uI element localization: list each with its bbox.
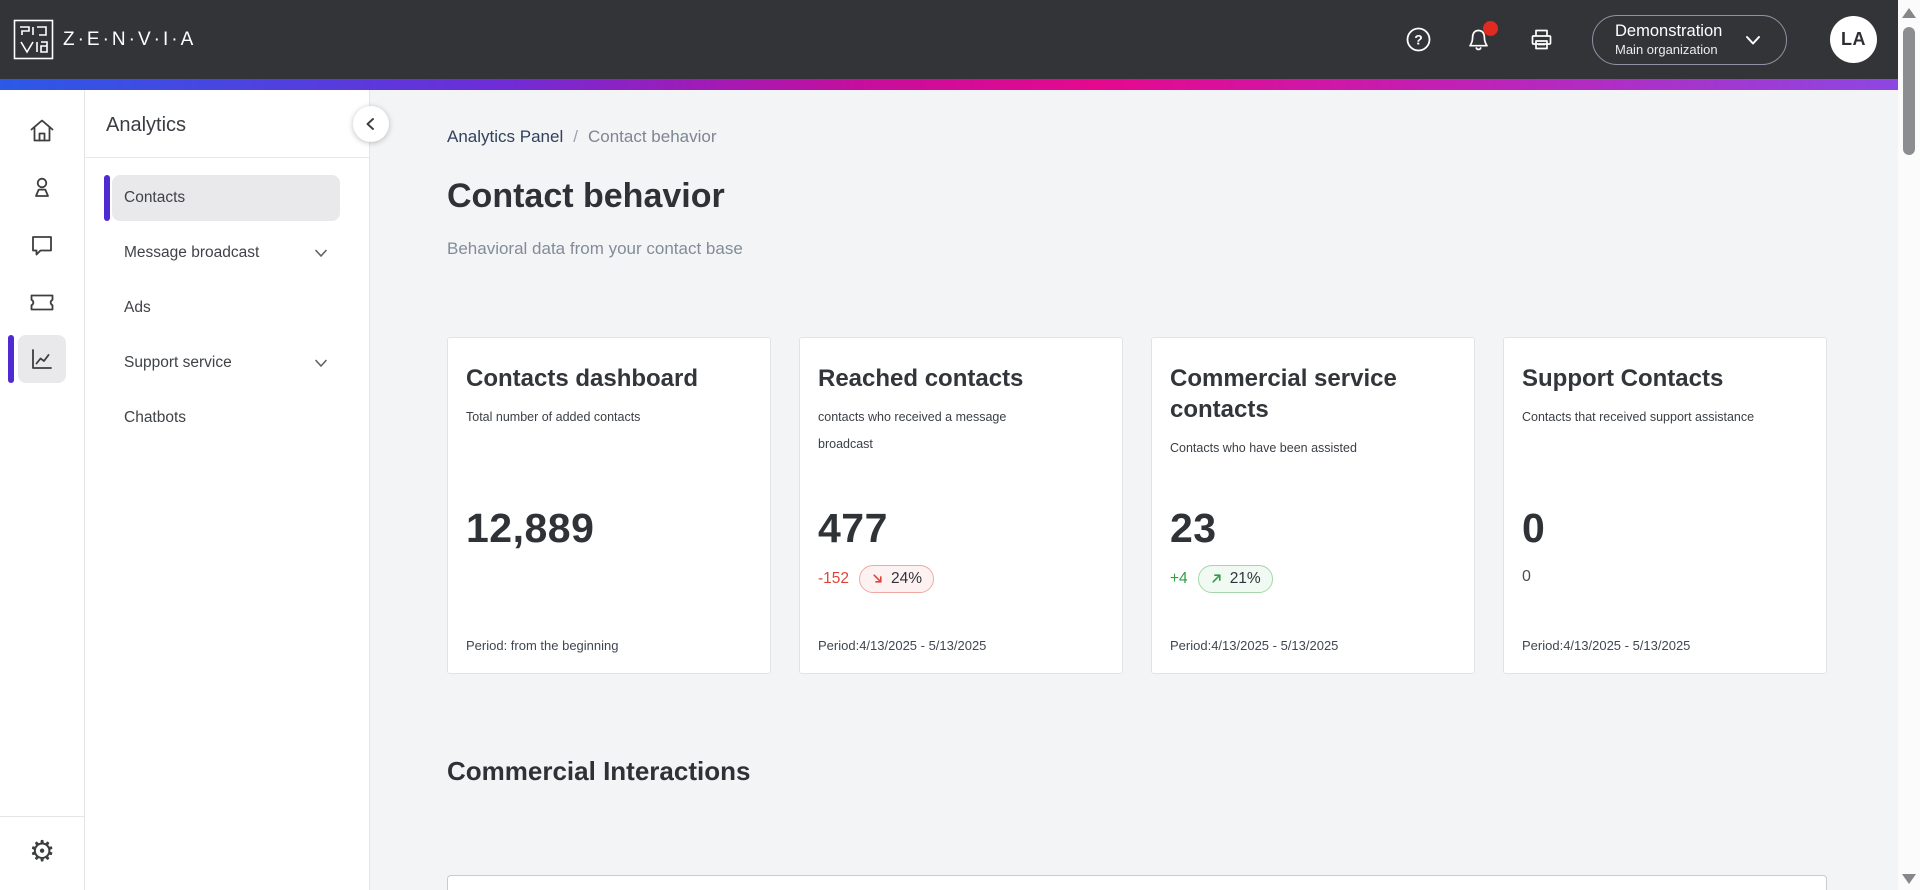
card-period: Period: from the beginning <box>466 637 619 653</box>
rail-item-contacts[interactable] <box>18 164 66 212</box>
zenvia-logo: Z·E·N·V·I·A <box>13 19 196 60</box>
chevron-left-icon <box>366 118 374 130</box>
organization-switcher-labels: Demonstration Main organization <box>1615 21 1722 58</box>
sidebar-item-label: Chatbots <box>124 409 187 426</box>
breadcrumb-separator: / <box>573 127 578 146</box>
active-accent-bar <box>8 335 14 383</box>
sidebar-item-label: Ads <box>124 299 151 316</box>
settings-gear-icon[interactable]: ⚙ <box>29 834 55 868</box>
analytics-side-panel: Analytics Contacts Message broadcast <box>85 90 370 890</box>
breadcrumb-current: Contact behavior <box>587 127 717 146</box>
card-value: 0 <box>1522 504 1546 551</box>
organization-subtitle: Main organization <box>1615 41 1718 57</box>
breadcrumb: Analytics Panel / Contact behavior <box>447 127 1898 147</box>
card-trend-row: +4 21% <box>1170 564 1273 593</box>
page-subtitle: Behavioral data from your contact base <box>447 238 743 258</box>
sidebar-item-ads[interactable]: Ads <box>112 285 340 331</box>
organization-name: Demonstration <box>1615 22 1723 41</box>
card-period: Period:4/13/2025 - 5/13/2025 <box>1522 637 1691 653</box>
sidebar-item-contacts[interactable]: Contacts <box>104 175 340 221</box>
card-title: Support Contacts <box>1522 364 1724 392</box>
rail-item-analytics[interactable] <box>8 335 66 383</box>
page-title: Contact behavior <box>447 177 725 215</box>
notifications-bell-icon[interactable] <box>1465 21 1498 53</box>
main-content: Analytics Panel / Contact behavior Conta… <box>370 90 1898 890</box>
home-icon <box>30 119 54 142</box>
scrollbar-down-arrow[interactable] <box>1902 874 1916 884</box>
printer-icon[interactable] <box>1528 26 1555 53</box>
user-avatar[interactable]: LA <box>1830 16 1877 63</box>
chevron-down-icon <box>315 249 327 257</box>
collapse-panel-button[interactable] <box>353 106 389 142</box>
commercial-interactions-card <box>447 874 1827 890</box>
card-period: Period:4/13/2025 - 5/13/2025 <box>818 637 987 653</box>
rail-item-tickets[interactable] <box>18 278 66 326</box>
zenvia-logo-icon <box>13 19 54 60</box>
side-panel-menu: Contacts Message broadcast Ads Support s… <box>85 158 369 441</box>
sidebar-item-message-broadcast[interactable]: Message broadcast <box>112 230 340 276</box>
active-accent-bar <box>104 175 110 221</box>
card-period: Period:4/13/2025 - 5/13/2025 <box>1170 637 1339 653</box>
card-contacts-dashboard: Contacts dashboard Total number of added… <box>447 336 771 674</box>
chat-bubble-icon <box>32 236 52 256</box>
breadcrumb-analytics-panel[interactable]: Analytics Panel <box>447 127 564 146</box>
card-value: 477 <box>818 504 888 551</box>
person-icon <box>35 177 49 197</box>
rail-bottom-section: ⚙ <box>0 816 84 890</box>
notification-badge-dot <box>1483 21 1498 36</box>
card-support-contacts: Support Contacts Contacts that received … <box>1503 336 1827 674</box>
arrow-up-right-icon <box>1212 574 1221 583</box>
organization-switcher[interactable]: Demonstration Main organization <box>1592 14 1787 65</box>
zenvia-logo-text: Z·E·N·V·I·A <box>63 28 197 50</box>
brand-gradient-strip <box>0 79 1898 90</box>
card-description: Contacts that received support assistanc… <box>1522 409 1755 424</box>
card-value: 12,889 <box>466 504 595 551</box>
side-panel-divider <box>85 157 369 158</box>
trend-badge-down: 24% <box>859 564 935 593</box>
sidebar-item-chatbots[interactable]: Chatbots <box>112 395 340 441</box>
svg-text:?: ? <box>1414 32 1423 48</box>
help-icon[interactable]: ? <box>1405 26 1432 53</box>
card-trend-row: -152 24% <box>818 564 935 593</box>
arrow-down-right-icon <box>873 574 882 583</box>
side-panel-title: Analytics <box>106 114 187 136</box>
icon-rail: ⚙ <box>0 90 85 890</box>
scrollbar-up-arrow[interactable] <box>1902 8 1916 18</box>
trend-percent: 24% <box>891 569 923 587</box>
sidebar-item-label: Message broadcast <box>124 244 260 261</box>
card-title: Commercial service contacts <box>1170 364 1397 423</box>
card-description: contacts who received a message broadcas… <box>818 409 1007 451</box>
trend-percent: 21% <box>1229 569 1261 587</box>
sidebar-item-support-service[interactable]: Support service <box>112 340 340 386</box>
card-title: Reached contacts <box>818 364 1024 392</box>
scrollbar-thumb[interactable] <box>1903 27 1915 155</box>
page-scrollbar[interactable] <box>1898 0 1920 890</box>
chevron-down-icon <box>315 359 327 367</box>
avatar-initials: LA <box>1841 29 1866 49</box>
ticket-icon <box>30 294 54 311</box>
section-title-commercial-interactions: Commercial Interactions <box>447 755 751 786</box>
delta-value: -152 <box>818 569 850 587</box>
card-reached-contacts: Reached contacts contacts who received a… <box>799 336 1123 674</box>
card-value: 23 <box>1170 504 1217 551</box>
rail-item-conversations[interactable] <box>18 221 66 269</box>
sidebar-item-label: Contacts <box>124 189 186 206</box>
kpi-cards-row: Contacts dashboard Total number of added… <box>447 336 1898 674</box>
card-commercial-service-contacts: Commercial service contacts Contacts who… <box>1151 336 1475 674</box>
top-bar: Z·E·N·V·I·A ? <box>0 0 1898 79</box>
card-title: Contacts dashboard <box>466 364 699 392</box>
trend-badge-up: 21% <box>1197 564 1273 593</box>
card-description: Total number of added contacts <box>466 409 641 424</box>
topbar-actions: ? <box>1405 14 1898 65</box>
chevron-down-icon <box>1746 35 1761 44</box>
card-description: Contacts who have been assisted <box>1170 441 1357 456</box>
delta-value: +4 <box>1170 569 1188 587</box>
card-secondary-value: 0 <box>1522 567 1531 585</box>
rail-item-home[interactable] <box>18 107 66 155</box>
sidebar-item-label: Support service <box>124 354 232 371</box>
analytics-chart-icon <box>32 349 52 369</box>
